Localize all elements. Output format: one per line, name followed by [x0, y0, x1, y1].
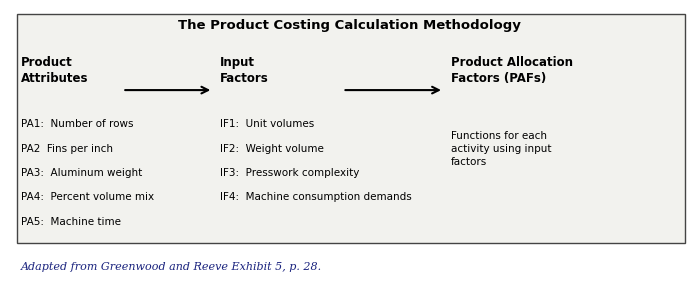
Text: Adapted from Greenwood and Reeve Exhibit 5, p. 28.: Adapted from Greenwood and Reeve Exhibit…	[21, 263, 322, 272]
Text: IF2:  Weight volume: IF2: Weight volume	[220, 144, 324, 154]
Text: PA2  Fins per inch: PA2 Fins per inch	[21, 144, 113, 154]
Text: IF4:  Machine consumption demands: IF4: Machine consumption demands	[220, 192, 412, 202]
Text: Functions for each
activity using input
factors: Functions for each activity using input …	[451, 130, 552, 167]
Text: Product Allocation
Factors (PAFs): Product Allocation Factors (PAFs)	[451, 55, 573, 85]
Text: IF3:  Presswork complexity: IF3: Presswork complexity	[220, 168, 359, 178]
Text: IF1:  Unit volumes: IF1: Unit volumes	[220, 120, 315, 129]
Text: PA5:  Machine time: PA5: Machine time	[21, 217, 121, 227]
Text: PA1:  Number of rows: PA1: Number of rows	[21, 120, 134, 129]
Text: Input
Factors: Input Factors	[220, 55, 269, 85]
Text: PA3:  Aluminum weight: PA3: Aluminum weight	[21, 168, 142, 178]
FancyBboxPatch shape	[17, 14, 685, 243]
Text: Product
Attributes: Product Attributes	[21, 55, 89, 85]
Text: PA4:  Percent volume mix: PA4: Percent volume mix	[21, 192, 154, 202]
Text: The Product Costing Calculation Methodology: The Product Costing Calculation Methodol…	[178, 19, 521, 32]
